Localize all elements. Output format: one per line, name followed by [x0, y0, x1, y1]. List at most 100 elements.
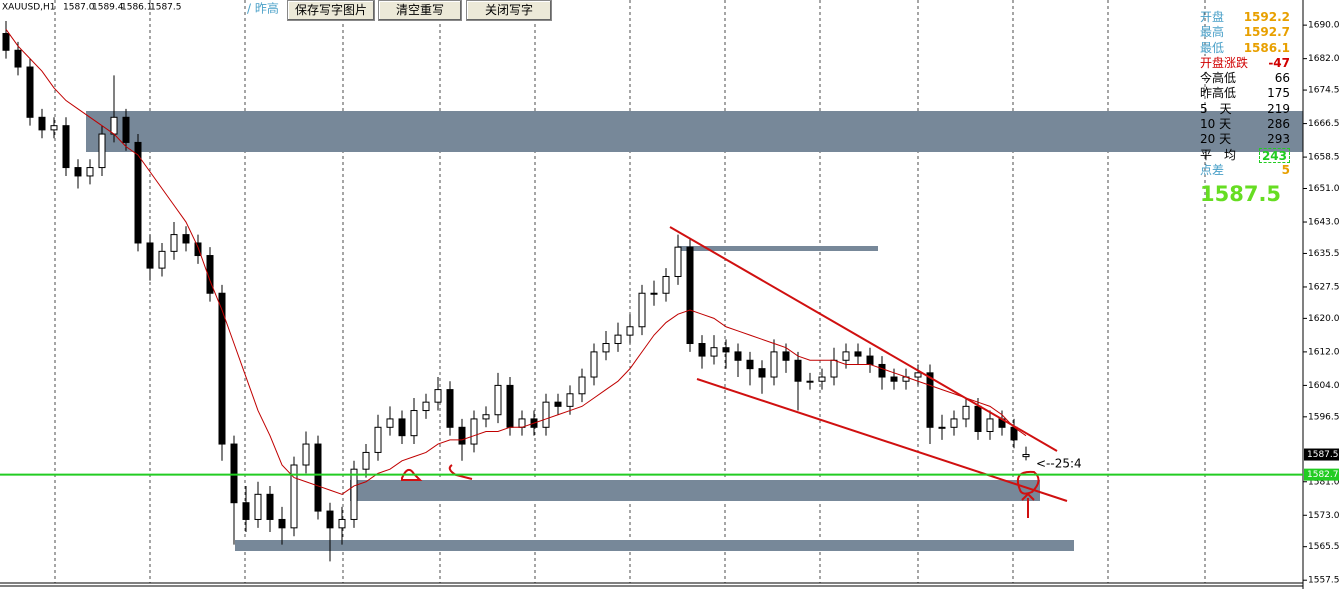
candle-body — [122, 116, 130, 143]
candle-body — [590, 351, 598, 378]
candle-body — [830, 359, 838, 378]
candle-body — [314, 443, 322, 512]
drawings — [401, 226, 1068, 518]
prev-high-label: / 昨高 — [247, 1, 279, 16]
candle-body — [74, 167, 82, 177]
candle-body — [938, 426, 946, 429]
y-tick-label: 1620.0 — [1308, 314, 1340, 324]
bid-label: 1587.5 — [1307, 450, 1339, 460]
candle-body — [662, 275, 670, 294]
candle-body — [98, 133, 106, 169]
candle-body — [206, 255, 214, 294]
candle-body — [386, 418, 394, 428]
info-row: 平 均 243 — [1200, 147, 1290, 163]
y-tick-label: 1565.5 — [1308, 542, 1340, 552]
candle-body — [278, 518, 286, 529]
candle-body — [362, 451, 370, 470]
candle-body — [350, 468, 358, 520]
candle-body — [890, 376, 898, 382]
candle-body — [338, 518, 346, 529]
candle-body — [470, 418, 478, 445]
info-row: 昨高低 175 — [1200, 86, 1290, 101]
info-label: 平 均 — [1200, 147, 1237, 162]
candle-body — [2, 33, 10, 51]
info-value: 286 — [1267, 117, 1290, 132]
info-row: 10 天 286 — [1200, 117, 1290, 132]
info-row: 最高 1592.7 — [1200, 25, 1290, 40]
button[interactable]: 关闭写字 — [466, 0, 552, 21]
candle-body — [710, 347, 718, 357]
candle-body — [62, 125, 70, 169]
y-tick-label: 1682.0 — [1308, 54, 1340, 64]
info-value: 5 — [1281, 162, 1290, 177]
bid-tag — [1304, 448, 1339, 461]
info-row: 最低 1586.1 — [1200, 41, 1290, 56]
candle-body — [566, 393, 574, 407]
header-symbol: XAUUSD,H1 — [2, 3, 56, 13]
candle-body — [230, 443, 238, 504]
candle-body — [26, 66, 34, 118]
info-label: 开盘涨跌 — [1200, 55, 1249, 70]
candle-body — [674, 246, 682, 277]
candle-body — [818, 376, 826, 382]
info-label: 最低 — [1200, 40, 1225, 55]
candle-body — [854, 351, 862, 357]
candle-body — [38, 116, 46, 131]
candle-body — [554, 401, 562, 407]
candle-body — [686, 246, 694, 345]
candle-body — [842, 351, 850, 361]
info-row: 点差 5 — [1200, 163, 1290, 178]
candle-body — [134, 141, 142, 244]
candle-body — [614, 334, 622, 345]
annotation: <--25:4 — [1036, 457, 1082, 471]
info-label: 今高低 — [1200, 71, 1237, 86]
candle-body — [86, 167, 94, 177]
info-label: 最高 — [1200, 25, 1225, 40]
candle-body — [962, 405, 970, 420]
button[interactable]: 清空重写 — [378, 0, 462, 21]
candle-body — [866, 355, 874, 365]
candle-body — [626, 326, 634, 336]
info-value: 1592.2 — [1243, 10, 1290, 24]
candle-body — [290, 464, 298, 529]
candle-body — [446, 389, 454, 428]
info-row: 开盘涨跌 -47 — [1200, 55, 1290, 72]
candle-body — [986, 418, 994, 432]
candle-body — [650, 292, 658, 295]
button[interactable]: 保存写字图片 — [287, 0, 375, 21]
candle-body — [422, 401, 430, 412]
candle-body — [722, 347, 730, 353]
info-row: 开盘 1592.2 — [1200, 10, 1290, 25]
zones — [86, 111, 1303, 551]
y-tick-label: 1690.0 — [1308, 21, 1340, 31]
candle-body — [374, 426, 382, 453]
info-value: 293 — [1267, 132, 1290, 147]
candle-body — [794, 359, 802, 382]
y-tick-label: 1658.5 — [1308, 153, 1340, 163]
candle-body — [218, 292, 226, 445]
y-tick-label: 1627.5 — [1308, 282, 1340, 292]
plot — [2, 20, 1030, 562]
candle-body — [266, 493, 274, 520]
info-label: 20 天 — [1200, 132, 1232, 147]
candle-body — [398, 418, 406, 437]
candle-body — [110, 116, 118, 135]
header-ohlc: 1587.5 — [150, 3, 182, 13]
info-value: 219 — [1267, 101, 1290, 116]
info-label: 点差 — [1200, 162, 1225, 177]
info-value: 1586.1 — [1243, 40, 1290, 55]
y-tick-label: 1651.0 — [1308, 184, 1340, 194]
info-label: 昨高低 — [1200, 86, 1237, 101]
candle-body — [14, 49, 22, 68]
info-value: 243 — [1258, 147, 1290, 163]
info-row: 今高低 66 — [1200, 71, 1290, 86]
info-panel: 开盘 1592.2 最高 1592.7 最低 1586.1 开盘涨跌 -47 今高低 66 昨高低 1… — [1200, 10, 1290, 206]
info-value: 66 — [1274, 71, 1290, 86]
candle-body — [482, 414, 490, 420]
candle-body — [602, 343, 610, 353]
y-tick-label: 1643.0 — [1308, 218, 1340, 228]
price-line-label: 1582.7 — [1307, 470, 1339, 480]
y-tick-label: 1612.0 — [1308, 347, 1340, 357]
